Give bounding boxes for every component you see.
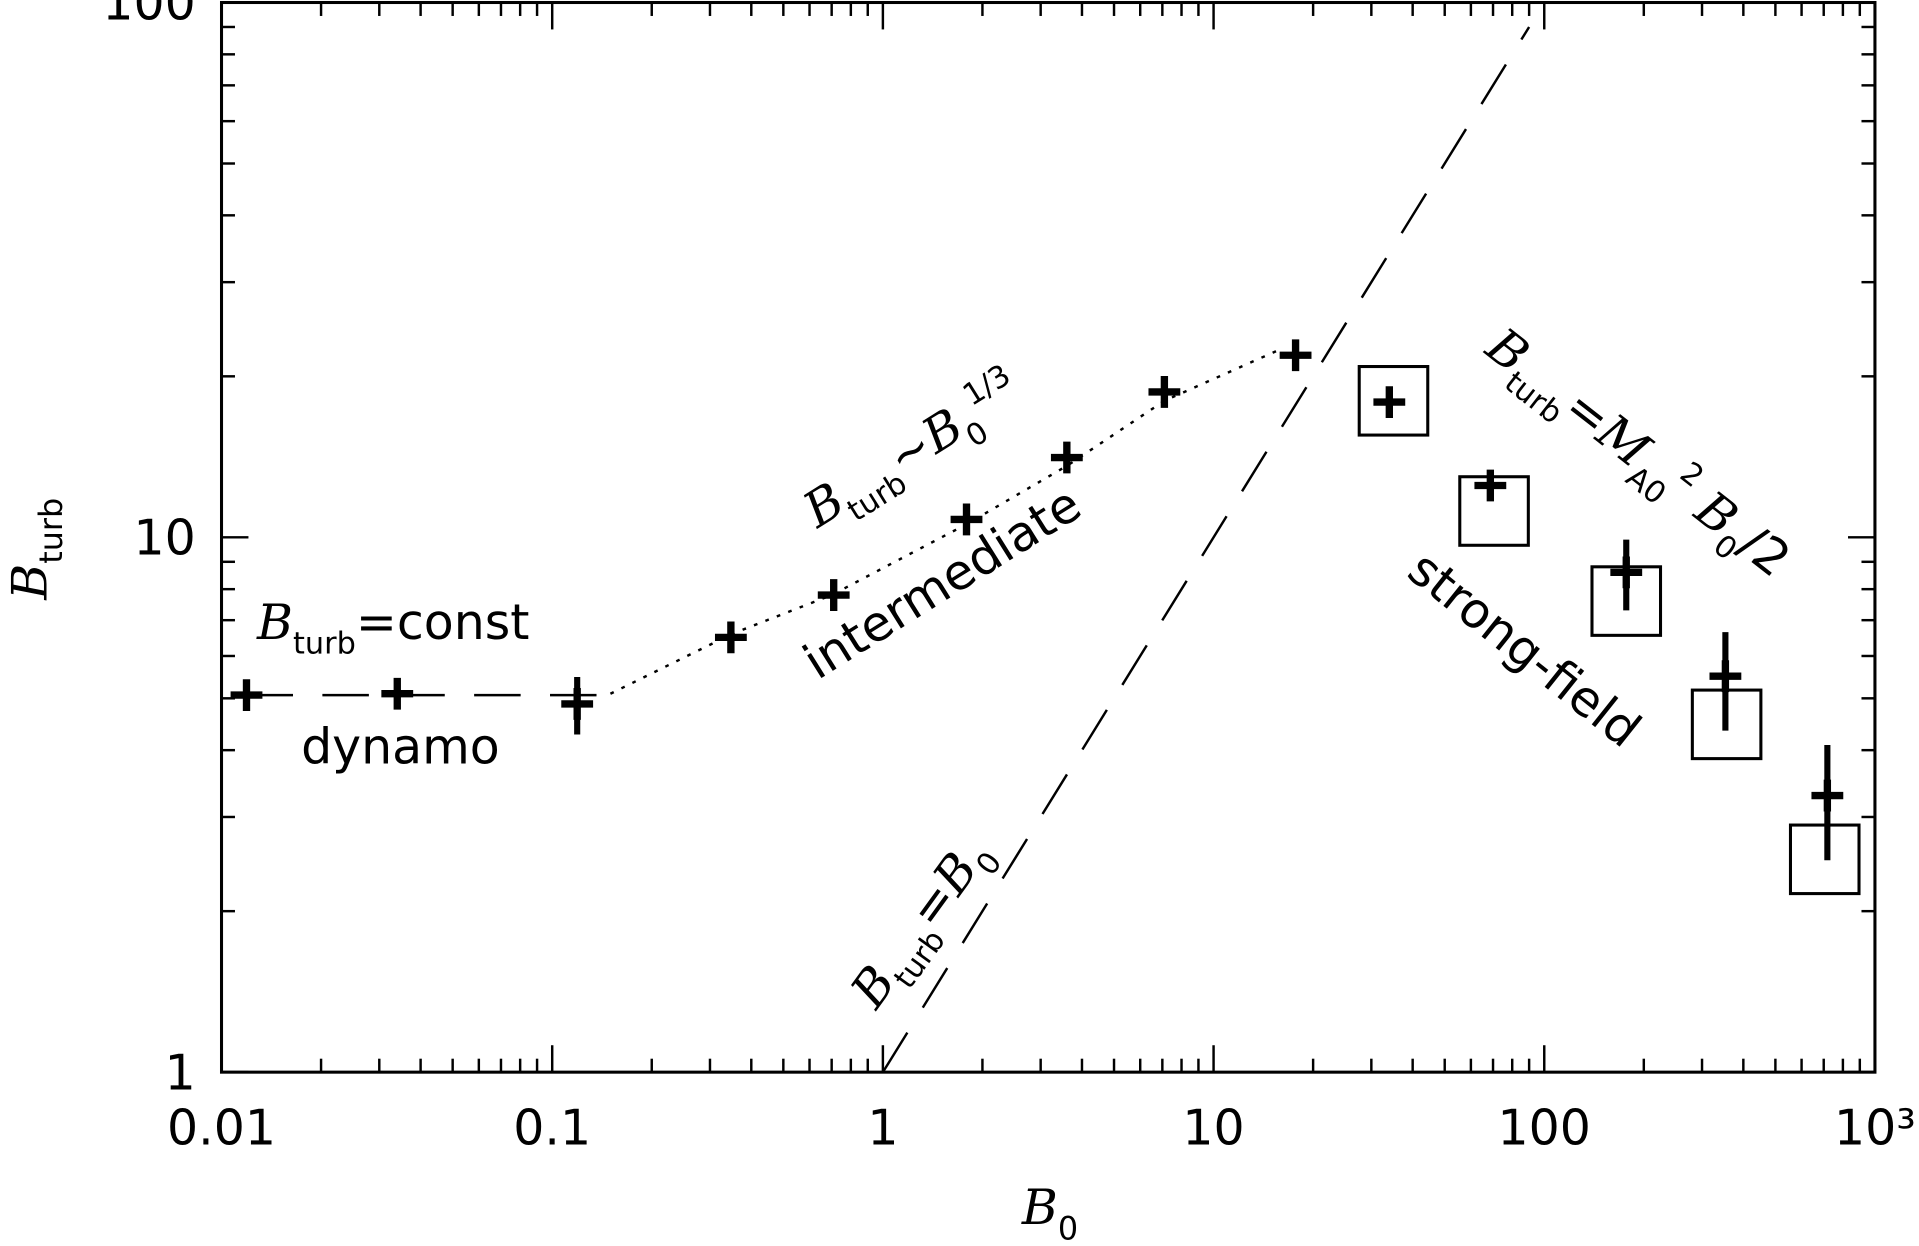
cross-marker [561,688,594,720]
y-tick-label: 100 [102,0,195,32]
text-segment: 1/3 [957,358,1017,414]
x-tick-label: 1 [867,1099,898,1156]
cross-marker [1279,339,1312,372]
cross-marker [1373,386,1406,419]
cross-marker [381,677,414,710]
text-segment: 0 [1058,1209,1078,1246]
x-tick-label: 0.1 [513,1099,591,1156]
text-segment: /2 [1728,514,1801,588]
cross-marker [714,621,747,654]
square-marker [1458,475,1530,547]
cross-marker [1610,556,1643,589]
y-axis-label: Bturb [2,498,70,601]
text-segment: B [1021,1179,1058,1236]
annotation: dynamo [301,719,500,776]
square-marker [1357,365,1430,437]
square-marker [1690,688,1763,761]
y-tick-label: 10 [134,509,196,566]
annotation: Bturb=B0 [839,827,1009,1025]
x-tick-label: 100 [1498,1099,1591,1156]
y-tick-label: 1 [165,1044,196,1101]
cross-marker [1811,779,1844,812]
text-segment: dynamo [301,719,500,776]
cross-marker [1474,469,1507,502]
cross-marker [1148,376,1181,408]
cross-marker [817,579,850,611]
annotation: Bturb=const [256,594,529,662]
cross-marker [1709,660,1742,693]
square-marker [1788,823,1861,896]
reference-line [609,347,1282,695]
cross-marker [1050,441,1083,474]
x-tick-label: 10³ [1834,1099,1916,1156]
reference-line [881,26,1531,1073]
text-segment: turb [32,498,70,564]
x-axis-label: B0 [1021,1179,1078,1246]
text-segment: B [256,594,293,651]
annotation: Bturb=MA02 B0/2 [1469,313,1804,597]
text-segment: turb [293,627,356,662]
text-segment: =const [356,594,530,651]
x-tick-label: 0.01 [167,1099,276,1156]
text-segment: B [2,564,59,601]
square-marker [1590,565,1663,637]
x-tick-label: 10 [1182,1099,1244,1156]
